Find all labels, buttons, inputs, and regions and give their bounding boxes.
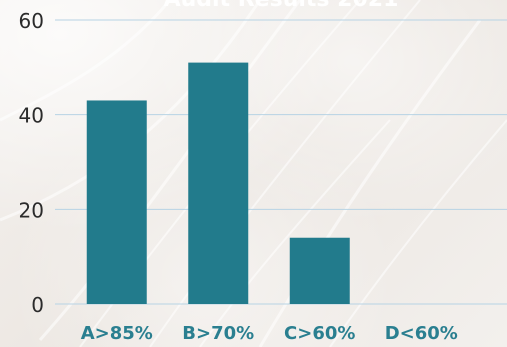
x-category-label: A>85% <box>81 323 153 344</box>
x-category-label: B>70% <box>182 323 254 344</box>
bar <box>188 62 249 304</box>
texture-stroke <box>199 119 391 347</box>
texture-stroke <box>329 119 507 347</box>
texture-stroke <box>38 0 302 341</box>
texture-stroke <box>0 0 172 122</box>
y-tick-label: 60 <box>19 9 44 33</box>
y-tick-label: 40 <box>19 104 44 128</box>
y-tick-label: 0 <box>31 293 44 317</box>
bars <box>86 62 350 304</box>
x-category-label: D<60% <box>385 323 458 344</box>
y-axis-tick-labels: 0 20 40 60 <box>19 9 44 317</box>
x-category-label: C>60% <box>284 323 355 344</box>
texture-stroke <box>258 19 482 347</box>
chart-title: Audit Results 2021 <box>164 0 399 12</box>
x-axis-tick-labels: A>85% B>70% C>60% D<60% <box>81 323 458 344</box>
texture-stroke <box>149 0 421 347</box>
bar <box>86 100 147 304</box>
y-tick-label: 20 <box>19 198 44 222</box>
bar <box>289 237 350 304</box>
